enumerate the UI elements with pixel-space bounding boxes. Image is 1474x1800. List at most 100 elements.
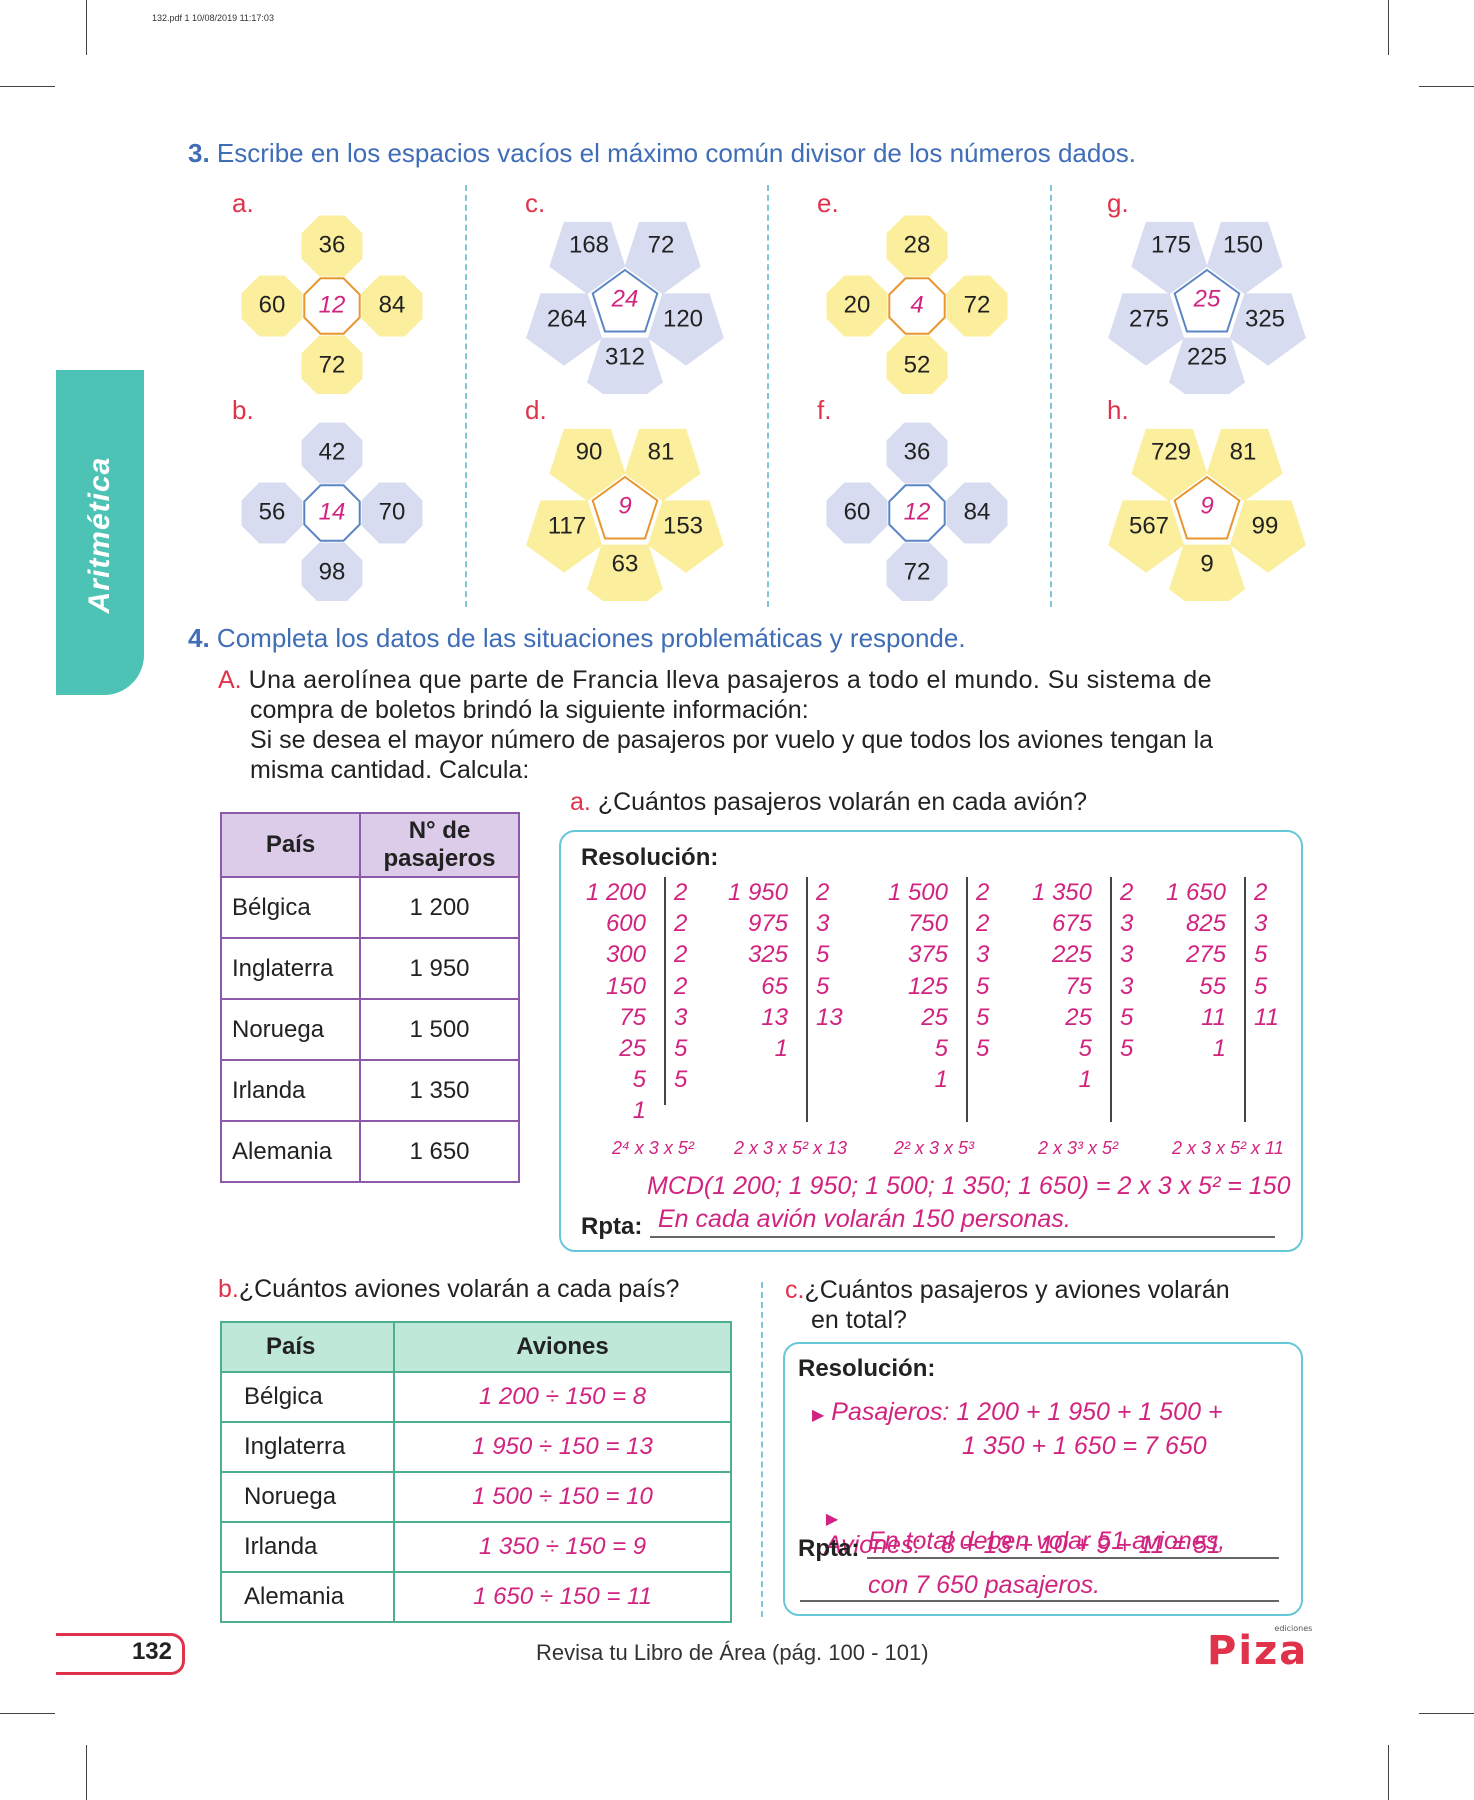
divisor-value: 2 [1254,879,1268,906]
mcd-result: MCD(1 200; 1 950; 1 500; 1 350; 1 650) =… [647,1172,1291,1200]
gcd-answer: 12 [904,498,931,525]
division-line [664,877,666,1106]
pasajeros-line: Pasajeros: 1 200 + 1 950 + 1 500 + [831,1398,1223,1426]
footer-text: Revisa tu Libro de Área (pág. 100 - 101) [536,1640,929,1665]
divisor-value: 5 [976,1003,990,1031]
dividend-value: 25 [1065,1003,1092,1031]
gcd-diagram: 36 60 84 72 12 [241,215,423,394]
figure-label: a. [232,188,254,218]
table-row: Bélgica 1 200 [220,876,520,939]
outer-number: 70 [379,498,406,525]
planes-table: País Aviones Bélgica 1 200 ÷ 150 = 8 Ingl… [220,1321,732,1623]
table-cell: 1 650 [359,1120,520,1183]
divisor-value: 2 [674,972,688,1000]
dividend-value: 11 [1201,1003,1226,1031]
divisor-value: 2 [1120,879,1134,906]
q3-heading: 3. Escribe en los espacios vacíos el máx… [188,138,1136,169]
dividend-value: 13 [761,1003,788,1031]
outer-number: 36 [904,438,931,465]
logo-text: Piza [1207,1628,1309,1674]
dividend-column: 1 200 600 300 150 75 25 5 1 [582,877,646,1127]
divisor-column: 2 3 3 3 5 5 [1120,877,1133,1064]
divisor-value: 11 [1254,1003,1279,1031]
rpta-c-line2: con 7 650 pasajeros. [868,1571,1101,1599]
table-header-row: País Aviones [220,1321,732,1373]
divisor-value: 5 [976,1035,990,1063]
table-row: Irlanda 1 350 [220,1059,520,1122]
outer-number: 729 [1151,438,1191,465]
crop-mark [86,1745,87,1800]
crop-mark [0,86,55,87]
table-cell: Irlanda [220,1521,395,1573]
prime-factorization: 2² x 3 x 5³ [894,1138,975,1158]
crop-mark [0,1713,55,1714]
outer-number: 168 [569,231,609,258]
divisor-value: 2 [674,879,688,906]
crop-mark [86,0,87,55]
rpta-c-line1: En total deben volar 51 aviones, [868,1527,1226,1555]
table-cell: 1 500 [359,998,520,1061]
dividend-value: 750 [907,910,948,938]
bullet-arrow-icon: ▶ [812,1407,825,1424]
prime-factorization: 2 x 3 x 5² x 13 [734,1138,848,1158]
divisor-value: 5 [1254,972,1268,1000]
aviones-calc: ▶ Aviones: 8 + 13 + 10 + 9 + 11 = 51 [812,1473,1221,1560]
outer-number: 153 [663,512,703,539]
divisor-column: 2 2 3 5 5 5 [976,877,989,1064]
crop-mark [1419,1713,1474,1714]
table-row: Alemania 1 650 ÷ 150 = 11 [220,1571,732,1623]
figure-label: c. [525,188,546,218]
figure-label: b. [232,395,254,425]
part-c-question: c.¿Cuántos pasajeros y aviones volarán e… [785,1275,1230,1335]
divisor-column: 2 3 5 5 13 [816,877,843,1033]
outer-number: 63 [612,550,639,577]
table-row: Noruega 1 500 [220,998,520,1061]
dividend-column: 1 650 825 275 55 11 1 [1162,877,1226,1064]
outer-number: 120 [663,305,703,332]
column-header: País [220,1321,395,1373]
prime-factorization: 2 x 3³ x 5² [1038,1138,1119,1158]
gcd-diagram: 168 72 264 120 312 24 [526,221,724,394]
table-cell: 1 500 ÷ 150 = 10 [393,1471,732,1523]
outer-number: 84 [379,291,406,318]
dividend-value: 300 [605,941,646,969]
dividend-value: 1 [774,1035,788,1063]
part-a-question: a. ¿Cuántos pasajeros volarán en cada av… [570,788,1087,817]
dividend-value: 150 [605,972,646,1000]
table-cell: 1 650 ÷ 150 = 11 [393,1571,732,1623]
outer-number: 98 [319,558,346,585]
dividend-value: 1 500 [887,879,948,906]
divisor-value: 3 [1120,910,1134,938]
q4-number: 4. [188,623,210,653]
column-header: País [220,812,361,878]
table-cell: Alemania [220,1120,361,1183]
table-header-row: País N° de pasajeros [220,812,520,878]
dividend-column: 1 950 975 325 65 13 1 [724,877,788,1064]
table-cell: 1 200 ÷ 150 = 8 [393,1371,732,1423]
outer-number: 52 [904,351,931,378]
gcd-answer: 9 [1200,492,1213,519]
part-c-label: c. [785,1276,805,1304]
gcd-answer: 14 [319,498,346,525]
divisor-value: 3 [1254,910,1268,938]
outer-number: 99 [1252,512,1279,539]
answer-line [867,1557,1279,1559]
side-tab: Aritmética [56,370,144,695]
dividend-value: 1 [934,1066,948,1094]
division-line [1244,877,1246,1122]
divisor-value: 3 [1120,972,1134,1000]
outer-number: 117 [548,512,586,539]
part-a-label: a. [570,788,591,816]
divisor-value: 3 [1120,941,1134,969]
column-header: N° de pasajeros [359,812,520,878]
figure-label: g. [1107,188,1129,218]
column-header: Aviones [393,1321,732,1373]
prime-factorization: 2⁴ x 3 x 5² [612,1138,694,1158]
figure-label: h. [1107,395,1129,425]
dividend-value: 1 [1078,1066,1092,1094]
part-a-text: ¿Cuántos pasajeros volarán en cada avión… [597,788,1088,816]
table-cell: Inglaterra [220,937,361,1000]
resolution-box-c [783,1342,1303,1616]
bullet-arrow-icon: ▶ [825,1511,839,1528]
dividend-value: 325 [747,941,788,969]
